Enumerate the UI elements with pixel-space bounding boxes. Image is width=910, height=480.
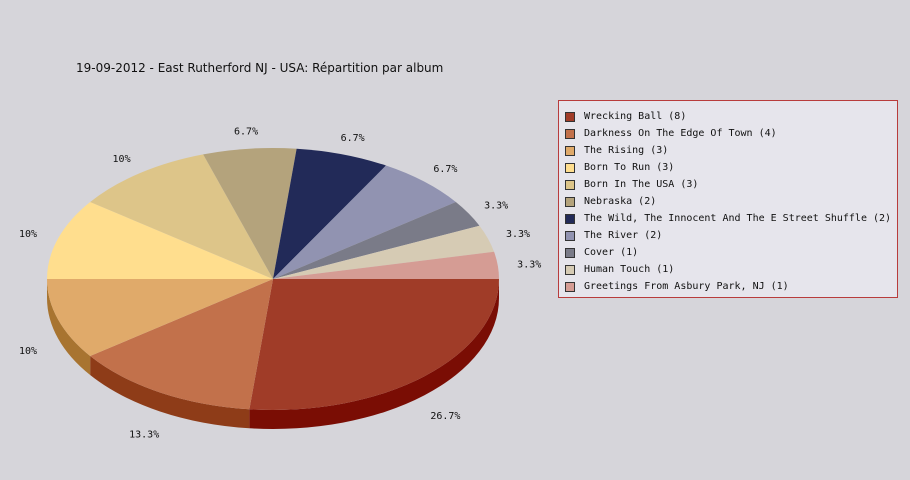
pie-slice-1	[90, 279, 273, 410]
pie-slice-8	[273, 202, 480, 279]
legend-swatch	[565, 281, 575, 292]
pie-slice-7	[273, 165, 456, 279]
pie-percent-label: 3.3%	[517, 259, 541, 270]
legend-swatch	[565, 264, 575, 275]
pie-side-2	[47, 279, 91, 375]
pie-percent-label: 10%	[113, 154, 131, 165]
pie-slice-4	[90, 154, 273, 279]
legend-swatch	[565, 247, 575, 258]
legend-label: Darkness On The Edge Of Town (4)	[584, 128, 777, 139]
chart-title: 19-09-2012 - East Rutherford NJ - USA: R…	[76, 61, 444, 75]
legend-item: The River (2)	[565, 227, 897, 244]
legend-item: The Rising (3)	[565, 142, 897, 159]
legend-item: Human Touch (1)	[565, 261, 897, 278]
legend-label: The River (2)	[584, 230, 663, 241]
pie-slice-6	[273, 148, 386, 279]
pie-slice-3	[47, 202, 273, 279]
pie-sides	[47, 279, 499, 429]
pie-side-1	[90, 355, 250, 429]
pie-labels: 26.7% 13.3% 10% 10% 10% 6.7% 6.7% 6.7% 3.3% 3.3% 3…	[19, 126, 541, 440]
legend-swatch	[565, 162, 575, 173]
legend: Wrecking Ball (8) Darkness On The Edge Of…	[558, 100, 898, 298]
pie-tops	[47, 148, 499, 411]
legend-label: Cover (1)	[584, 247, 639, 258]
legend-item: Nebraska (2)	[565, 193, 897, 210]
legend-label: The Wild, The Innocent And The E Street …	[584, 213, 892, 224]
legend-swatch	[565, 145, 575, 156]
pie-slice-5	[203, 148, 297, 279]
pie-percent-label: 26.7%	[430, 411, 460, 422]
legend-label: The Rising (3)	[584, 145, 669, 156]
legend-label: Born In The USA (3)	[584, 179, 699, 190]
legend-item: Born In The USA (3)	[565, 176, 897, 193]
pie-percent-label: 3.3%	[484, 200, 508, 211]
pie-slice-0	[249, 279, 499, 411]
legend-item: Darkness On The Edge Of Town (4)	[565, 125, 897, 142]
legend-swatch	[565, 179, 575, 190]
legend-item: Born To Run (3)	[565, 159, 897, 176]
legend-item: Greetings From Asbury Park, NJ (1)	[565, 278, 897, 295]
pie-percent-label: 6.7%	[234, 126, 258, 137]
pie-slice-2	[47, 279, 273, 356]
legend-label: Nebraska (2)	[584, 196, 657, 207]
legend-label: Wrecking Ball (8)	[584, 111, 687, 122]
pie-percent-label: 13.3%	[129, 429, 159, 440]
legend-label: Human Touch (1)	[584, 264, 675, 275]
pie-percent-label: 6.7%	[433, 164, 457, 175]
legend-swatch	[565, 196, 575, 207]
legend-label: Greetings From Asbury Park, NJ (1)	[584, 281, 789, 292]
legend-swatch	[565, 128, 575, 139]
pie-percent-label: 10%	[19, 229, 37, 240]
legend-label: Born To Run (3)	[584, 162, 675, 173]
legend-item: Wrecking Ball (8)	[565, 108, 897, 125]
legend-swatch	[565, 111, 575, 122]
legend-item: The Wild, The Innocent And The E Street …	[565, 210, 897, 227]
pie-slice-10	[273, 251, 499, 279]
legend-item: Cover (1)	[565, 244, 897, 261]
pie-percent-label: 6.7%	[341, 133, 365, 144]
legend-swatch	[565, 230, 575, 241]
pie-percent-label: 3.3%	[506, 229, 530, 240]
pie-slice-9	[273, 225, 495, 279]
legend-swatch	[565, 213, 575, 224]
pie-percent-label: 10%	[19, 346, 37, 357]
pie-side-0	[249, 279, 499, 429]
